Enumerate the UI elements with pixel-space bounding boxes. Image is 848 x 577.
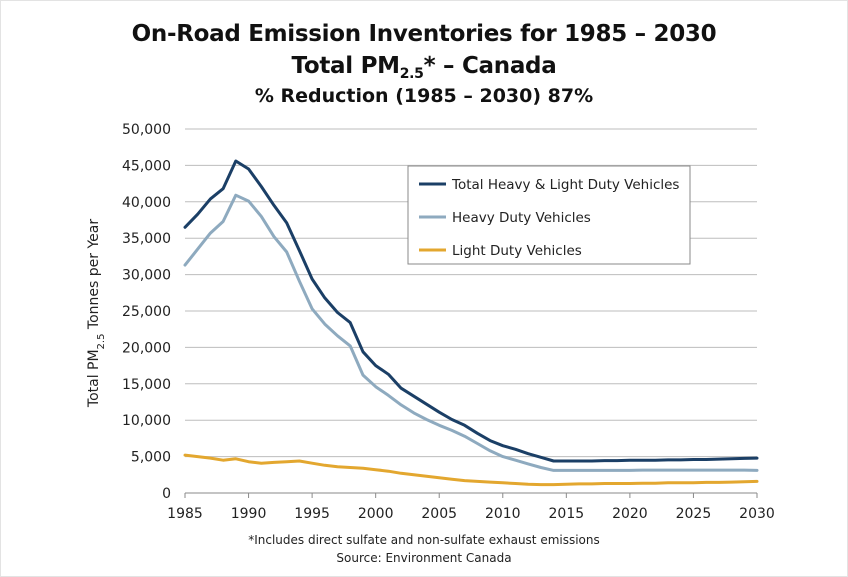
x-tick-label: 1995 [294, 506, 330, 522]
chart-title-block: On-Road Emission Inventories for 1985 – … [0, 18, 848, 110]
y-tick-label: 40,000 [122, 195, 171, 211]
y-tick-label: 0 [162, 486, 171, 502]
series-lines [183, 159, 759, 487]
x-tick-label: 2000 [358, 506, 394, 522]
chart-title: On-Road Emission Inventories for 1985 – … [131, 21, 717, 47]
y-tick-label: 5,000 [131, 450, 171, 466]
chart-subtitle: Total PM2.5* – Canada [0, 50, 848, 82]
legend-label: Total Heavy & Light Duty Vehicles [451, 177, 679, 193]
legend-label: Heavy Duty Vehicles [452, 210, 591, 226]
source-note: Source: Environment Canada [336, 551, 512, 565]
x-tick-label: 2030 [739, 506, 775, 522]
x-axis-ticks: 1985 1990 1995 2000 2005 2010 2015 2020 2025 2030 [167, 493, 775, 522]
y-axis-label-subscript: 2.5 [96, 334, 107, 350]
y-tick-label: 15,000 [122, 377, 171, 393]
y-axis-label-prefix: Total PM [86, 349, 102, 408]
legend-box [407, 165, 691, 265]
series-line-2 [183, 193, 759, 472]
x-tick-label: 2025 [676, 506, 712, 522]
x-tick-label: 2020 [612, 506, 648, 522]
y-tick-label: 20,000 [122, 340, 171, 356]
series-line-3 [183, 453, 759, 487]
series-line-1 [183, 159, 759, 463]
y-tick-label: 50,000 [122, 122, 171, 138]
y-tick-label: 35,000 [122, 231, 171, 247]
x-tick-label: 2005 [421, 506, 457, 522]
subtitle-prefix: Total PM [291, 53, 400, 79]
footnote: *Includes direct sulfate and non-sulfate… [248, 533, 600, 547]
y-axis-ticks: 0 5,000 10,000 15,000 20,000 25,000 30,000 35,0… [122, 122, 171, 502]
y-axis-label-suffix: Tonnes per Year [86, 219, 102, 334]
y-tick-label: 25,000 [122, 304, 171, 320]
x-tick-label: 1985 [167, 506, 203, 522]
y-tick-label: 45,000 [122, 158, 171, 174]
subtitle-subscript: 2.5 [399, 66, 424, 82]
x-tick-label: 2015 [549, 506, 585, 522]
subtitle-suffix: * – Canada [423, 53, 557, 79]
chart-reduction-note: % Reduction (1985 – 2030) 87% [254, 85, 594, 107]
x-tick-label: 1990 [231, 506, 267, 522]
y-tick-label: 30,000 [122, 268, 171, 284]
y-axis-label: Total PM2.5 Tonnes per Year [86, 219, 107, 408]
x-tick-label: 2010 [485, 506, 521, 522]
legend: Total Heavy & Light Duty Vehicles Heavy D… [407, 165, 691, 265]
y-tick-label: 10,000 [122, 413, 171, 429]
legend-label: Light Duty Vehicles [452, 243, 582, 259]
